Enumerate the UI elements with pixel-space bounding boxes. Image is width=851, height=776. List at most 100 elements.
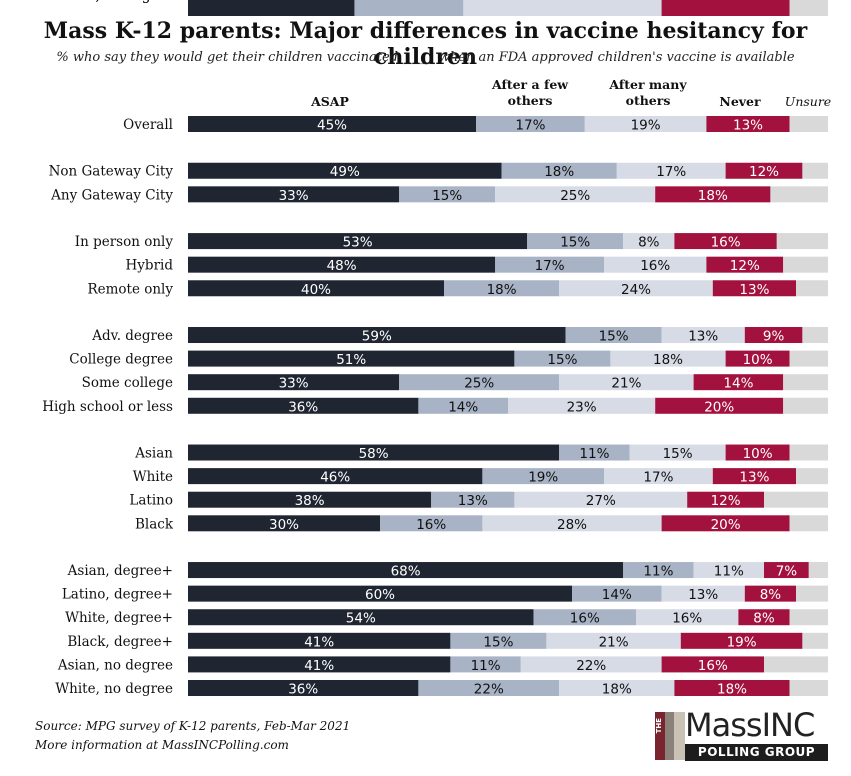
- row-label-remote-only: Remote only: [87, 281, 173, 297]
- bar-white-no-degree-unsure: [789, 680, 828, 696]
- data-label-white-after-a-few-others: 19%: [528, 470, 558, 486]
- row-label-asian-degree: Asian, degree+: [67, 563, 173, 579]
- bar-college-degree-asap: [188, 350, 515, 367]
- bar-high-school-or-less-after-many-others: [508, 397, 656, 414]
- data-label-asian-no-degree-asap: 41%: [304, 658, 334, 674]
- data-label-latino-after-a-few-others: 13%: [458, 493, 488, 509]
- bar-black-degree-after-many-others: [546, 632, 681, 649]
- bar-asian-degree-after-a-few-others: [623, 562, 694, 579]
- bar-college-degree-after-a-few-others: [514, 350, 611, 367]
- bar-white-no-degree-after-many-others: [559, 680, 675, 696]
- row-label-latino: Latino: [129, 493, 173, 509]
- row-label-latino-degree: Latino, degree+: [62, 587, 173, 603]
- row-label-non-gateway-city: Non Gateway City: [49, 164, 174, 180]
- data-label-asian-degree-never: 7%: [776, 564, 798, 580]
- data-label-white-no-degree-after-many-others: 18%: [602, 682, 632, 698]
- bar-white-after-many-others: [604, 468, 713, 485]
- row-label-overall: Overall: [123, 117, 173, 133]
- bar-white-never: [712, 468, 796, 485]
- data-label-latino-degree-after-many-others: 13%: [688, 587, 718, 603]
- data-label-white-no-degree-asap: 36%: [288, 682, 318, 698]
- bar-asian-degree-asap: [188, 562, 624, 579]
- data-label-black-no-degree-asap: 26%: [256, 0, 286, 4]
- bar-non-gateway-city-after-a-few-others: [501, 162, 617, 179]
- row-label-hybrid: Hybrid: [126, 258, 174, 274]
- bar-black-asap: [188, 515, 380, 532]
- bar-black-degree-unsure: [802, 632, 828, 649]
- bar-latino-degree-never: [744, 585, 796, 602]
- data-label-black-after-many-others: 28%: [557, 517, 587, 533]
- bar-remote-only-after-a-few-others: [444, 280, 560, 297]
- data-label-some-college-asap: 33%: [279, 376, 309, 392]
- bar-white-unsure: [796, 468, 828, 485]
- bar-hybrid-never: [706, 256, 784, 273]
- data-label-asian-no-degree-after-many-others: 22%: [576, 658, 606, 674]
- bar-white-no-degree-after-a-few-others: [418, 680, 560, 696]
- legend-never: Never: [719, 94, 761, 109]
- bar-asian-degree-never: [764, 562, 809, 579]
- data-label-latino-degree-never: 8%: [760, 587, 782, 603]
- data-label-white-degree-asap: 54%: [346, 611, 376, 627]
- data-label-latino-asap: 38%: [295, 493, 325, 509]
- bar-adv-degree-never: [744, 327, 803, 344]
- bar-latino-asap: [188, 491, 432, 508]
- bar-high-school-or-less-unsure: [783, 397, 828, 414]
- data-label-white-degree-never: 8%: [753, 611, 775, 627]
- bar-non-gateway-city-asap: [188, 162, 502, 179]
- bar-white-degree-after-many-others: [636, 609, 739, 626]
- bar-asian-no-degree-never: [661, 656, 764, 673]
- data-label-remote-only-never: 13%: [739, 282, 769, 298]
- row-label-in-person-only: In person only: [75, 234, 174, 250]
- data-label-in-person-only-asap: 53%: [343, 235, 373, 251]
- row-label-white: White: [133, 469, 173, 485]
- row-label-black: Black: [135, 516, 174, 532]
- bar-black-degree-after-a-few-others: [450, 632, 547, 649]
- data-label-some-college-never: 14%: [723, 376, 753, 392]
- data-label-adv-degree-after-a-few-others: 15%: [599, 329, 629, 345]
- row-label-asian-no-degree: Asian, no degree: [57, 657, 173, 673]
- data-label-asian-no-degree-never: 16%: [698, 658, 728, 674]
- bar-college-degree-after-many-others: [610, 350, 726, 367]
- data-label-overall-after-a-few-others: 17%: [515, 118, 545, 134]
- bar-adv-degree-asap: [188, 327, 566, 344]
- bar-black-no-degree-after-many-others: [463, 0, 662, 16]
- bar-overall-after-many-others: [584, 116, 707, 132]
- bar-high-school-or-less-after-a-few-others: [418, 397, 508, 414]
- data-label-latino-never: 12%: [711, 493, 741, 509]
- data-label-high-school-or-less-after-a-few-others: 14%: [448, 399, 478, 415]
- data-label-some-college-after-a-few-others: 25%: [464, 376, 494, 392]
- data-label-asian-never: 10%: [743, 446, 773, 462]
- bar-asian-after-a-few-others: [559, 444, 630, 461]
- bar-asian-asap: [188, 444, 560, 461]
- bar-hybrid-after-many-others: [604, 256, 707, 273]
- legend-unsure: Unsure: [785, 94, 831, 109]
- logo-stripe-3: [674, 712, 685, 760]
- data-label-non-gateway-city-asap: 49%: [330, 164, 360, 180]
- bar-adv-degree-unsure: [802, 327, 828, 344]
- bar-asian-no-degree-after-a-few-others: [450, 656, 521, 673]
- data-label-college-degree-after-a-few-others: 15%: [547, 352, 577, 368]
- legend-after-many-others: After many others: [608, 77, 687, 108]
- bar-college-degree-unsure: [789, 350, 828, 367]
- bar-non-gateway-city-never: [725, 162, 803, 179]
- data-label-black-degree-after-many-others: 21%: [599, 634, 629, 650]
- bar-black-degree-never: [680, 632, 803, 649]
- data-label-hybrid-after-many-others: 16%: [640, 258, 670, 274]
- data-label-high-school-or-less-after-many-others: 23%: [567, 399, 597, 415]
- row-label-some-college: Some college: [82, 375, 173, 391]
- bar-black-after-many-others: [482, 515, 662, 532]
- bar-high-school-or-less-asap: [188, 397, 419, 414]
- bar-asian-after-many-others: [629, 444, 726, 461]
- row-label-any-gateway-city: Any Gateway City: [50, 187, 173, 203]
- data-label-remote-only-after-many-others: 24%: [621, 282, 651, 298]
- bar-adv-degree-after-many-others: [661, 327, 745, 344]
- bar-remote-only-unsure: [796, 280, 828, 297]
- data-label-remote-only-after-a-few-others: 18%: [487, 282, 517, 298]
- bar-asian-degree-after-many-others: [693, 562, 764, 579]
- data-label-asian-asap: 58%: [359, 446, 389, 462]
- bar-asian-no-degree-unsure: [764, 656, 828, 673]
- data-label-some-college-after-many-others: 21%: [611, 376, 641, 392]
- bar-in-person-only-after-many-others: [623, 233, 675, 250]
- data-label-in-person-only-after-many-others: 8%: [638, 235, 660, 251]
